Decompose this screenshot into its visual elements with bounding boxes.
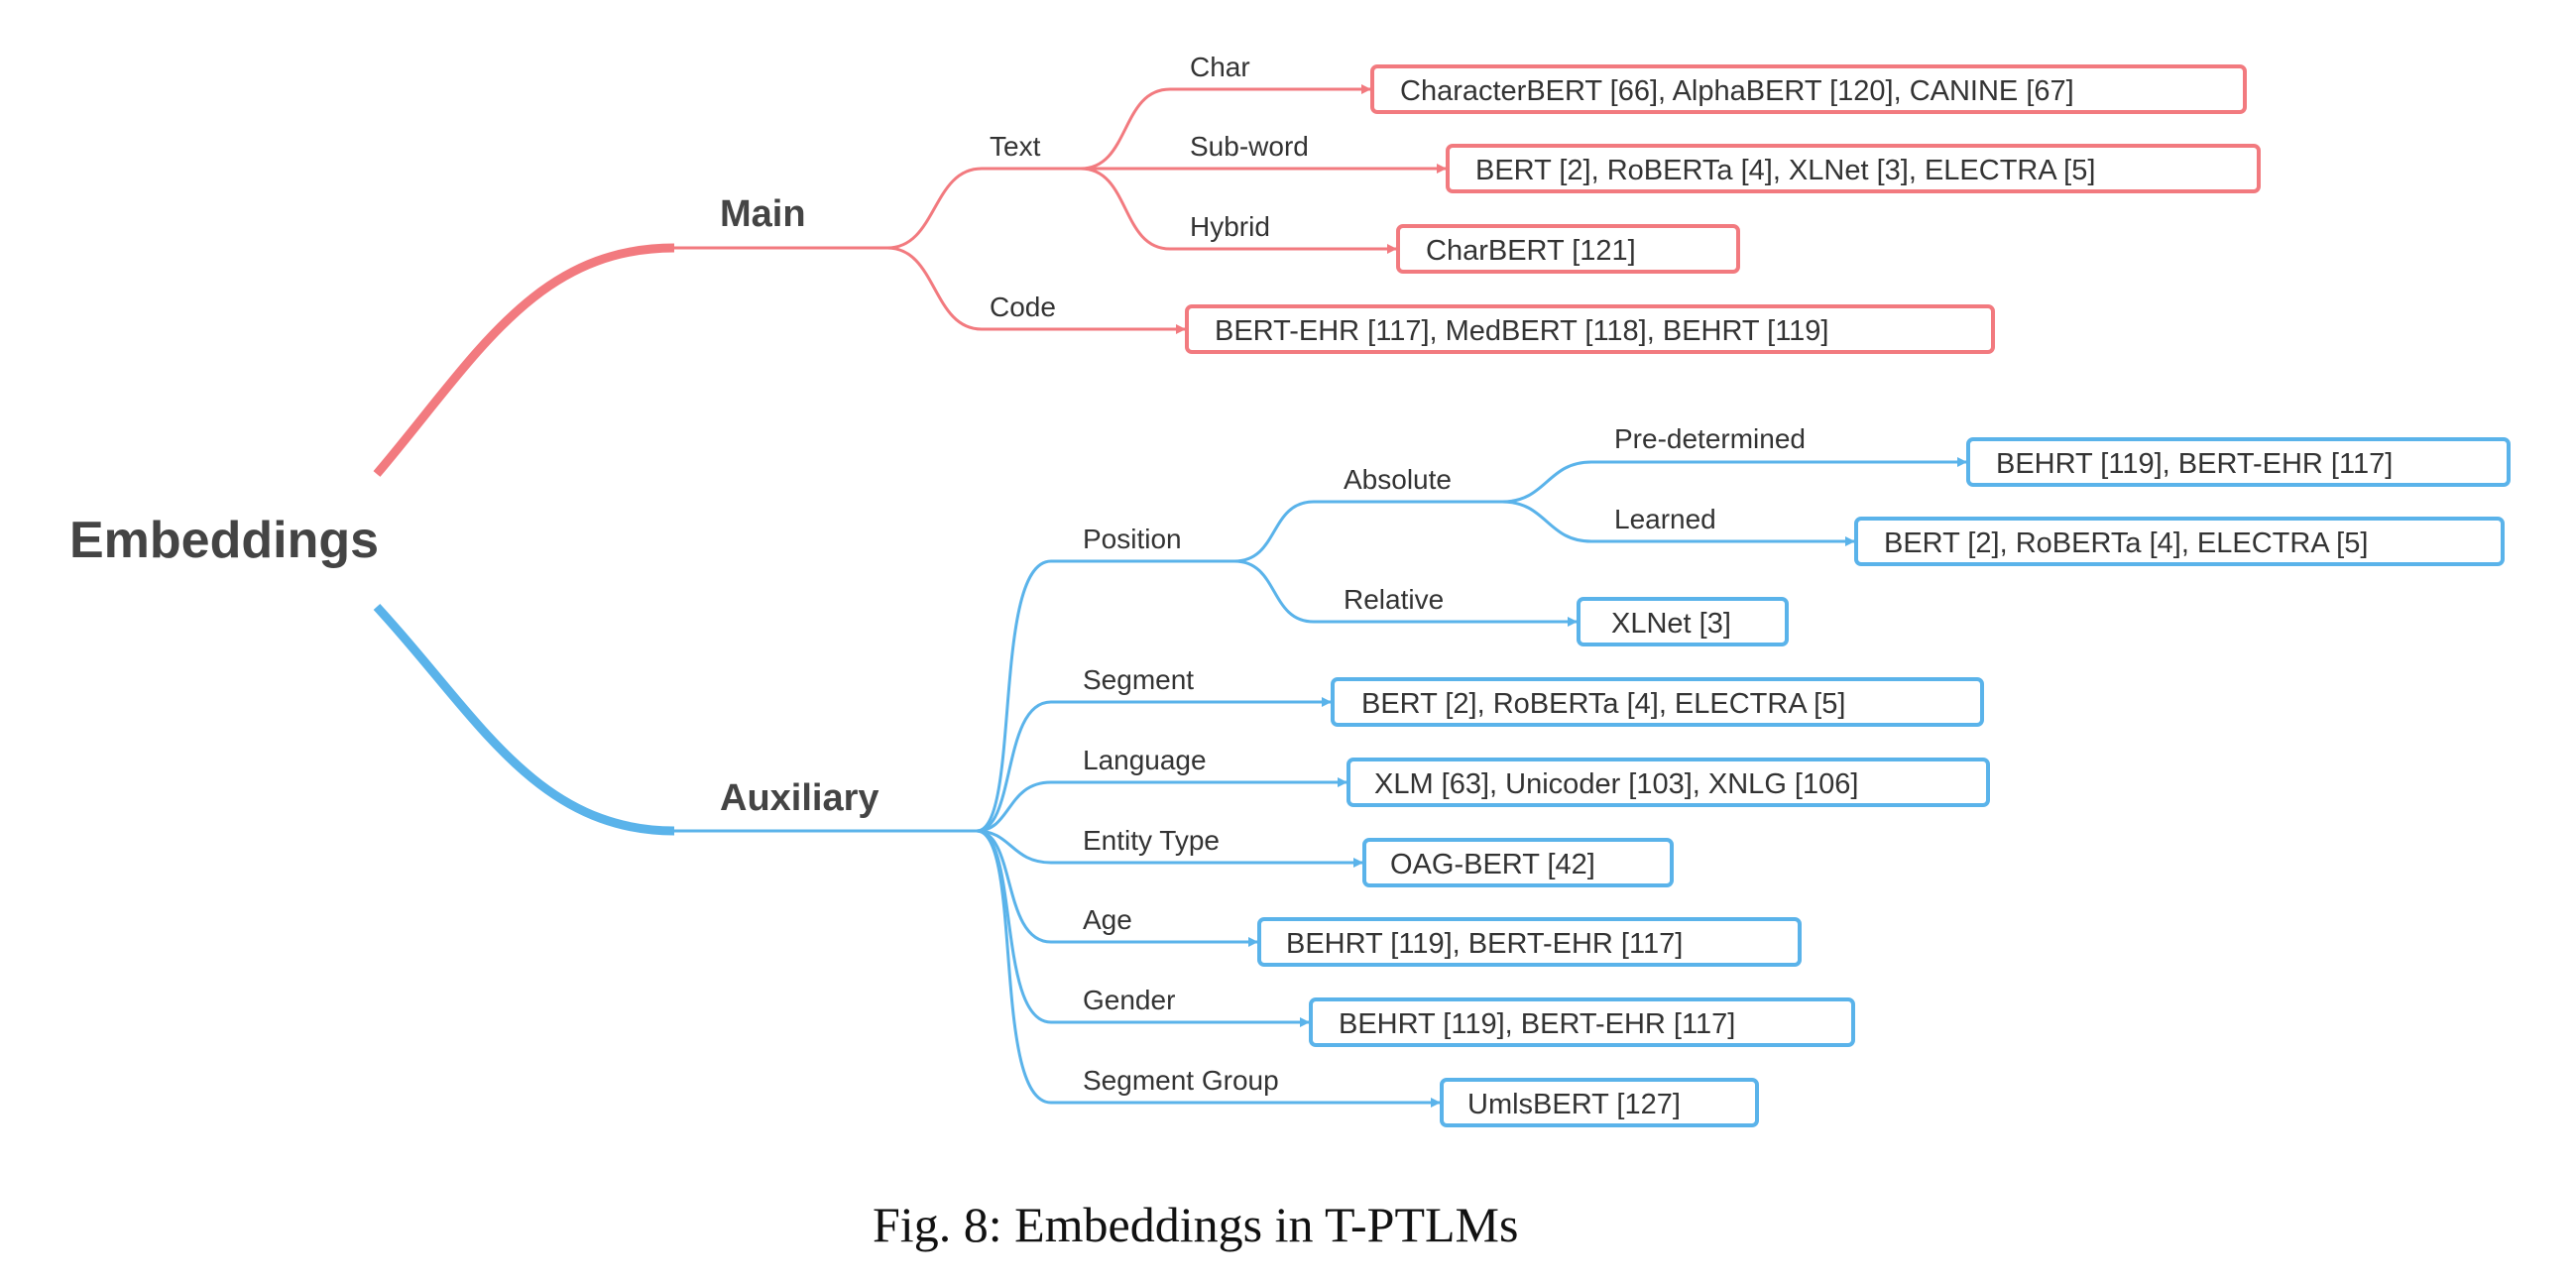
age-label: Age [1083, 904, 1132, 935]
aux-to-segment-connector [976, 697, 1332, 833]
segment-group-models-box [1440, 1078, 1759, 1127]
subword-label: Sub-word [1190, 131, 1309, 162]
code-label: Code [990, 292, 1056, 322]
relative-label: Relative [1344, 584, 1444, 615]
main-trunk-connector [373, 243, 675, 477]
aux-to-age-connector [976, 829, 1258, 947]
entity-type-label: Entity Type [1083, 825, 1220, 856]
predetermined-models-box [1966, 437, 2511, 487]
gender-label: Gender [1083, 985, 1175, 1015]
predetermined-models-text: BEHRT [119], BERT-EHR [117] [1996, 448, 2393, 480]
gender-models-box [1309, 997, 1855, 1047]
code-models-box [1185, 304, 1995, 354]
main-label: Main [720, 193, 806, 235]
learned-models-text: BERT [2], RoBERTa [4], ELECTRA [5] [1884, 527, 2368, 559]
gender-models-text: BEHRT [119], BERT-EHR [117] [1339, 1008, 1735, 1040]
char-models-box [1370, 64, 2247, 114]
subword-models-text: BERT [2], RoBERTa [4], XLNet [3], ELECTR… [1475, 155, 2095, 186]
char-label: Char [1190, 52, 1250, 82]
main-boxes [1185, 64, 2261, 354]
age-models-text: BEHRT [119], BERT-EHR [117] [1286, 928, 1683, 960]
absolute-label: Absolute [1344, 464, 1452, 495]
position-to-absolute-connector [1233, 500, 1502, 563]
language-label: Language [1083, 745, 1207, 775]
text-to-hybrid-connector [1080, 167, 1397, 254]
position-to-relative-connector [1233, 559, 1578, 627]
aux-to-segment-group-connector [976, 829, 1441, 1108]
segment-models-text: BERT [2], RoBERTa [4], ELECTRA [5] [1361, 688, 1845, 720]
main-to-code-connector [886, 246, 1186, 334]
main-branch [373, 84, 1447, 477]
code-models-text: BERT-EHR [117], MedBERT [118], BEHRT [11… [1215, 315, 1829, 347]
language-models-box [1347, 758, 1990, 807]
predetermined-label: Pre-determined [1614, 423, 1806, 454]
segment-group-models-text: UmlsBERT [127] [1467, 1089, 1681, 1120]
figure-caption: Fig. 8: Embeddings in T-PTLMs [873, 1197, 1518, 1252]
entity-type-models-text: OAG-BERT [42] [1390, 849, 1595, 880]
segment-label: Segment [1083, 664, 1194, 695]
segment-models-box [1331, 677, 1984, 727]
text-label: Text [990, 131, 1041, 162]
hybrid-models-text: CharBERT [121] [1426, 235, 1636, 267]
main-to-text-connector [886, 167, 1081, 250]
char-models-text: CharacterBERT [66], AlphaBERT [120], CAN… [1400, 75, 2074, 107]
hybrid-models-box [1396, 224, 1740, 274]
relative-models-box [1577, 597, 1789, 646]
entity-type-models-box [1362, 838, 1674, 887]
language-models-text: XLM [63], Unicoder [103], XNLG [106] [1374, 768, 1858, 800]
aux-to-position-connector [976, 559, 1234, 833]
hybrid-label: Hybrid [1190, 211, 1270, 242]
absolute-to-learned-connector [1501, 500, 1855, 546]
auxiliary-trunk-connector [373, 603, 675, 836]
auxiliary-boxes [1257, 437, 2511, 1127]
age-models-box [1257, 917, 1802, 967]
aux-to-entity-type-connector [976, 829, 1363, 868]
learned-models-box [1854, 517, 2505, 566]
text-to-char-connector [1080, 84, 1371, 171]
auxiliary-branch [373, 457, 1967, 1108]
relative-models-text: XLNet [3] [1611, 608, 1731, 640]
root-label: Embeddings [69, 512, 379, 569]
learned-label: Learned [1614, 504, 1716, 534]
position-label: Position [1083, 524, 1182, 554]
subword-models-box [1446, 144, 2261, 193]
segment-group-label: Segment Group [1083, 1065, 1279, 1096]
aux-to-language-connector [976, 777, 1347, 833]
auxiliary-label: Auxiliary [720, 777, 879, 819]
absolute-to-predetermined-connector [1501, 457, 1967, 504]
